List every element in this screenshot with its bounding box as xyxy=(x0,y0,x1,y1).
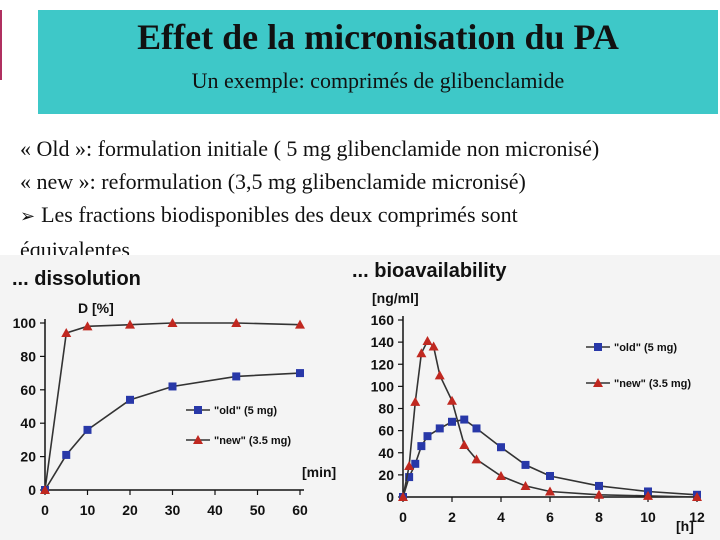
chart2-series-old-point xyxy=(405,473,414,482)
chart2-y-tick-label: 80 xyxy=(378,401,394,417)
slide-title: Effet de la micronisation du PA xyxy=(137,17,619,57)
chart1-series-old-point xyxy=(296,369,304,378)
chart2-y-tick-label: 20 xyxy=(378,467,394,483)
chart2-series-new-point xyxy=(471,454,482,464)
chart1-x-axis-label: [min] xyxy=(302,464,336,480)
chart2-series-old-point xyxy=(497,443,505,452)
chart2-x-tick-label: 2 xyxy=(448,509,456,525)
chart2-series-new-point xyxy=(520,480,531,490)
chart1-series-old-point xyxy=(62,450,71,459)
figure-panel: ... dissolution D [%] [min] 0 10 20 30 40 50 60 0 2… xyxy=(0,255,720,540)
chart2-series-new-point xyxy=(545,486,555,496)
chart1-y-tick-label: 100 xyxy=(13,315,37,331)
chart1-series-old-point xyxy=(83,425,92,434)
body-line-old: « Old »: formulation initiale ( 5 mg gli… xyxy=(20,136,600,161)
chart2-x-tick-label: 4 xyxy=(497,509,505,525)
chart2-series-new-point xyxy=(447,395,457,405)
chart2-legend-old-label: "old" (5 mg) xyxy=(614,342,677,354)
chart1-legend-old-marker xyxy=(194,406,202,414)
chart1-series-old-point xyxy=(126,395,134,404)
chart2-x-tick-label: 10 xyxy=(640,509,656,525)
chart1-series-new-point xyxy=(61,328,72,338)
chart1-legend-old-label: "old" (5 mg) xyxy=(214,405,277,417)
chart1-x-tick-label: 0 xyxy=(41,502,49,518)
chart2-y-tick-label: 40 xyxy=(378,445,394,461)
chart2-series-new-point xyxy=(428,341,439,351)
chart2-y-tick-label: 0 xyxy=(386,489,394,505)
chart1-y-tick-label: 80 xyxy=(20,348,36,364)
chart2-series-new-point xyxy=(434,370,445,380)
body-line-bullet: Les fractions biodisponibles des deux co… xyxy=(41,202,518,227)
chart1-series-old-point xyxy=(168,382,177,391)
chart1-series-new-point xyxy=(82,321,93,331)
chart1-series-new-point xyxy=(167,318,178,327)
body-bullet: ➢ Les fractions biodisponibles des deux c… xyxy=(20,198,720,233)
chart2-series-old-line xyxy=(402,418,698,498)
chart2-series-old-point xyxy=(521,460,530,469)
chart2-x-tick-label: 12 xyxy=(689,509,705,525)
chart1-y-tick-label: 40 xyxy=(20,415,36,431)
body-line-new: « new »: reformulation (3,5 mg glibencla… xyxy=(20,169,526,194)
chart2-series-old-point xyxy=(411,459,420,468)
chart2-series-old-point xyxy=(423,432,432,441)
chart2-series-old-point xyxy=(417,442,426,451)
chart1-x-tick-label: 10 xyxy=(80,502,96,518)
title-banner: Effet de la micronisation du PA Un exemp… xyxy=(38,10,718,114)
chart1-y-tick-label: 0 xyxy=(28,482,36,498)
chart1-x-tick-label: 50 xyxy=(250,502,266,518)
slide-body: « Old »: formulation initiale ( 5 mg gli… xyxy=(20,132,720,266)
chart1-x-tick-label: 40 xyxy=(207,502,223,518)
chart2-series-new-point xyxy=(594,489,604,499)
chart2-x-tick-label: 8 xyxy=(595,509,603,525)
chart2-series-new-point xyxy=(404,461,415,471)
chart2-series-old-point xyxy=(546,471,554,480)
chart2-series-new-line xyxy=(402,339,698,498)
chart2-legend-new-marker xyxy=(593,378,603,387)
chart2-series-new-point xyxy=(410,396,421,406)
chart1-legend-new-label: "new" (3.5 mg) xyxy=(214,435,291,447)
chart2-series-old-point xyxy=(595,481,603,490)
chart1-series-new-point xyxy=(231,318,242,327)
chart1-series-old-line xyxy=(44,372,301,491)
chart2-legend-new-label: "new" (3.5 mg) xyxy=(614,378,691,390)
chart2-x-tick-label: 6 xyxy=(546,509,554,525)
chart2-y-tick-label: 140 xyxy=(371,334,395,350)
chart2-y-tick-label: 120 xyxy=(371,356,395,372)
chart2-x-tick-label: 0 xyxy=(399,509,407,525)
arrowhead-bullet-icon: ➢ xyxy=(20,206,36,226)
chart2-series-old-point xyxy=(448,417,456,426)
chart1-title: ... dissolution xyxy=(12,268,141,290)
chart2-series-new-point xyxy=(416,348,427,358)
chart2-y-tick-label: 60 xyxy=(378,423,394,439)
chart1-y-axis-label: D [%] xyxy=(78,300,114,316)
chart2-y-axis-label: [ng/ml] xyxy=(372,290,419,306)
chart1-series-old-point xyxy=(232,372,241,381)
slide-edge-marker xyxy=(0,10,2,80)
chart1-y-tick-label: 60 xyxy=(20,382,36,398)
chart2-series-new-point xyxy=(422,336,433,346)
chart2-series-new-point xyxy=(643,490,653,500)
chart2-x-axis-label: [h] xyxy=(676,518,694,534)
chart2-title: ... bioavailability xyxy=(352,260,507,282)
chart1-series-new-point xyxy=(295,319,305,329)
chart1-series-new-point xyxy=(40,485,50,494)
chart2-legend-old-marker xyxy=(594,343,602,351)
chart2-series-old-point xyxy=(460,415,469,424)
chart2-series-new-point xyxy=(692,492,702,501)
chart1-y-tick-label: 20 xyxy=(20,449,36,465)
chart2-series-new-point xyxy=(459,440,470,450)
chart1-x-tick-label: 20 xyxy=(122,502,138,518)
chart1-x-tick-label: 60 xyxy=(292,502,308,518)
chart2-series-old-point xyxy=(435,424,444,433)
chart2-y-tick-label: 160 xyxy=(371,312,395,328)
chart1-x-tick-label: 30 xyxy=(165,502,181,518)
chart2-y-tick-label: 100 xyxy=(371,378,395,394)
chart2-series-new-point xyxy=(398,492,408,501)
slide-subtitle: Un exemple: comprimés de glibenclamide xyxy=(191,68,565,93)
chart1-legend-new-marker xyxy=(193,435,203,444)
chart2-series-old-point xyxy=(472,424,481,433)
chart2-series-new-point xyxy=(496,470,506,480)
chart1-series-new-point xyxy=(125,319,135,329)
